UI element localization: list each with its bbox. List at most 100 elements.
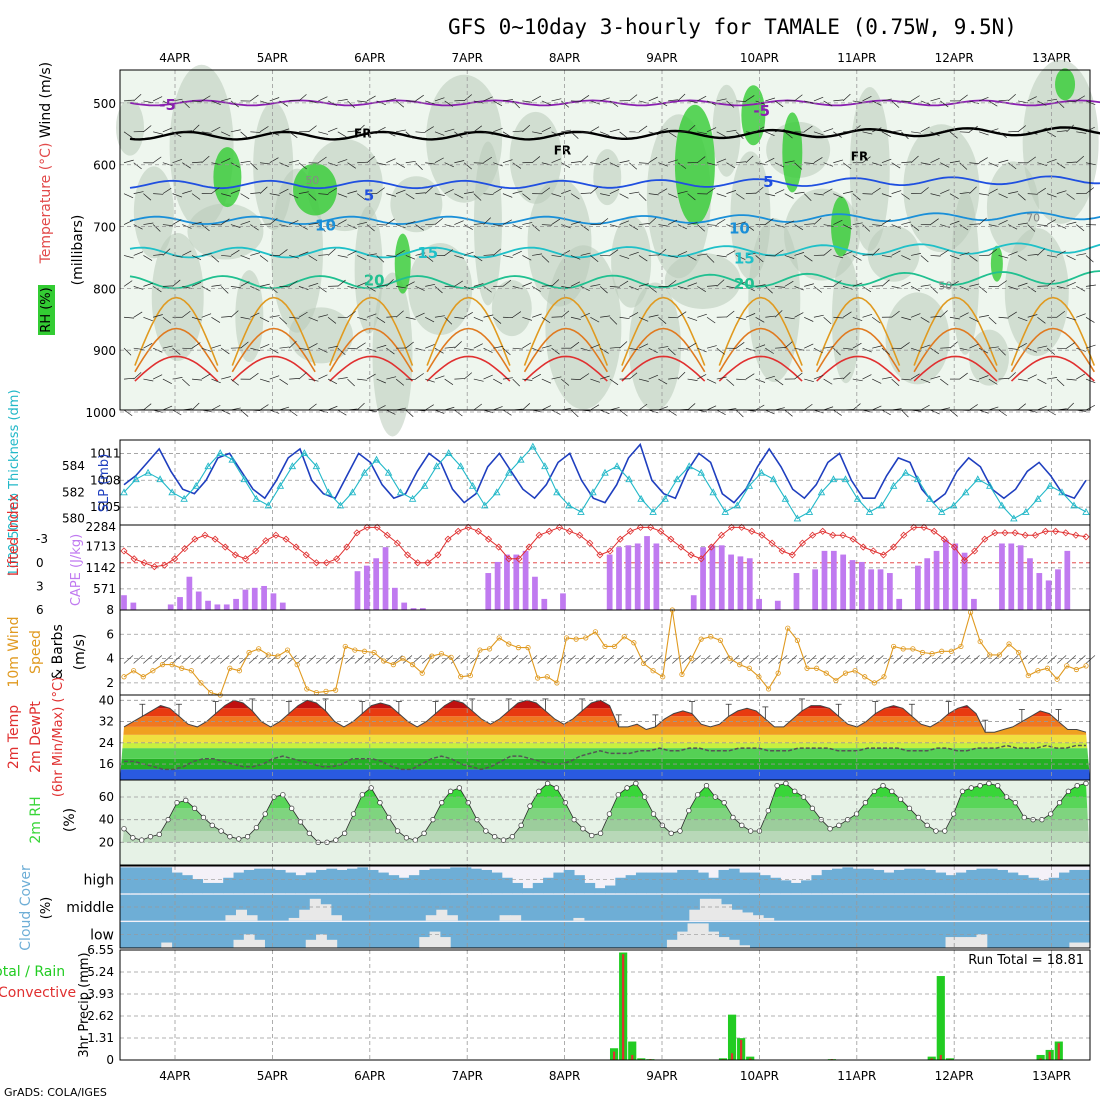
thickness-point	[565, 501, 573, 509]
upper-air-ylabel-temperature: Temperature (°C)	[38, 143, 54, 265]
wind-barb	[920, 162, 931, 165]
precip-tick-label: 0	[106, 1053, 114, 1067]
thickness-ylabel: 1000-500mb Thickness (dm)	[7, 389, 22, 576]
wind-barb	[745, 313, 756, 318]
wind-barb	[881, 255, 892, 258]
wind-barb	[629, 372, 638, 380]
wind-barb	[531, 156, 541, 163]
surface-wind-barb	[700, 655, 711, 664]
lifted-index-point	[636, 523, 645, 531]
cloud-high-cell	[749, 872, 761, 894]
wind-speed-point	[708, 634, 714, 640]
wind-barb	[735, 131, 744, 140]
wind-barb	[813, 131, 824, 136]
wind-barb	[726, 250, 736, 256]
wind-barb	[852, 316, 863, 322]
wind-barb	[386, 409, 396, 415]
wind-barb	[988, 378, 998, 385]
wind-barb	[493, 317, 502, 324]
thickness-point	[192, 481, 200, 489]
rh-band	[120, 842, 1090, 865]
wind-barb	[668, 255, 678, 259]
wind-barb	[473, 343, 483, 349]
rh-point	[774, 783, 780, 789]
wind-barb	[910, 373, 920, 380]
wind-barb	[123, 377, 134, 380]
wind-barb	[1037, 187, 1046, 194]
rh-point	[509, 834, 515, 840]
wind-barb	[842, 372, 851, 380]
wind-barb	[920, 378, 931, 384]
surface-wind-barb	[479, 655, 490, 664]
cloud-high-cell	[1048, 877, 1060, 894]
wind-barb	[745, 131, 756, 134]
cloud-high-cell	[966, 869, 977, 894]
wind-barb	[920, 344, 931, 349]
wind-barb	[1066, 316, 1077, 321]
wind-barb	[425, 100, 435, 105]
cape-bar	[746, 558, 753, 610]
thickness-point	[144, 468, 152, 476]
cloud-high-cell	[274, 869, 286, 894]
wind-barb	[881, 279, 890, 287]
wind-speed-point	[756, 674, 762, 680]
surface-wind-barb	[585, 655, 595, 664]
surface-wind-barb	[970, 655, 980, 664]
wind-barb	[843, 130, 854, 133]
thickness-point	[625, 475, 633, 483]
wind-barb	[677, 162, 687, 169]
wind-barb	[162, 378, 172, 384]
rh-shade	[1004, 228, 1069, 357]
wind-barb	[308, 403, 317, 411]
wind-barb	[852, 378, 863, 382]
cloud-clear-cell	[326, 939, 338, 948]
cloud-clear-cell	[731, 909, 743, 921]
wind-barb	[551, 98, 562, 102]
precip-conv-bar	[740, 1039, 743, 1060]
wind-barb	[386, 218, 395, 225]
rh-point	[289, 805, 295, 811]
wind-barb	[959, 192, 970, 194]
wind-barb	[570, 316, 581, 320]
wind-barb	[687, 124, 696, 133]
rh-point	[209, 822, 215, 828]
precip-tick-label: 5.24	[87, 965, 114, 979]
wind-barb	[133, 93, 142, 102]
cloud-high-cell	[285, 872, 296, 894]
thickness-line	[123, 445, 1087, 520]
rh-point	[880, 783, 886, 789]
thickness-point	[613, 462, 621, 470]
wind-barb	[959, 162, 968, 170]
wind-barb	[220, 286, 229, 294]
surface-wind-barb	[566, 655, 576, 664]
surface-wind-barb	[498, 655, 509, 664]
surface-wind-barb	[749, 655, 759, 664]
wind-barb	[522, 342, 532, 349]
wind-barb	[1027, 156, 1036, 164]
cloud-clear-cell	[697, 923, 709, 948]
wind-barb	[1027, 193, 1038, 195]
wind-barb	[493, 406, 503, 411]
precip-conv-bar	[1057, 1043, 1060, 1060]
wind-barb	[191, 161, 203, 164]
wind-barb	[599, 347, 609, 354]
cloud-high-cell	[780, 880, 792, 894]
isotherm-label: 20	[734, 275, 755, 293]
wind-barb	[191, 378, 203, 381]
wind-barb	[833, 280, 842, 287]
bottom-date-label: 8APR	[549, 1069, 580, 1083]
thickness-point	[120, 488, 128, 496]
rh-point	[906, 805, 913, 811]
wind-barb	[1008, 372, 1016, 380]
cloud-ylabel-line1: Cloud Cover	[18, 865, 34, 951]
wind-barb	[1017, 255, 1027, 261]
wind-barb	[532, 313, 542, 318]
wind-barb	[862, 374, 872, 380]
surface-wind-barb	[364, 655, 374, 664]
wind-barb	[143, 193, 152, 201]
wind-barb	[356, 124, 365, 133]
wind-barb	[541, 345, 552, 349]
wind-barb	[502, 255, 513, 258]
wind-barb	[531, 286, 541, 292]
wind-barb	[891, 310, 900, 318]
